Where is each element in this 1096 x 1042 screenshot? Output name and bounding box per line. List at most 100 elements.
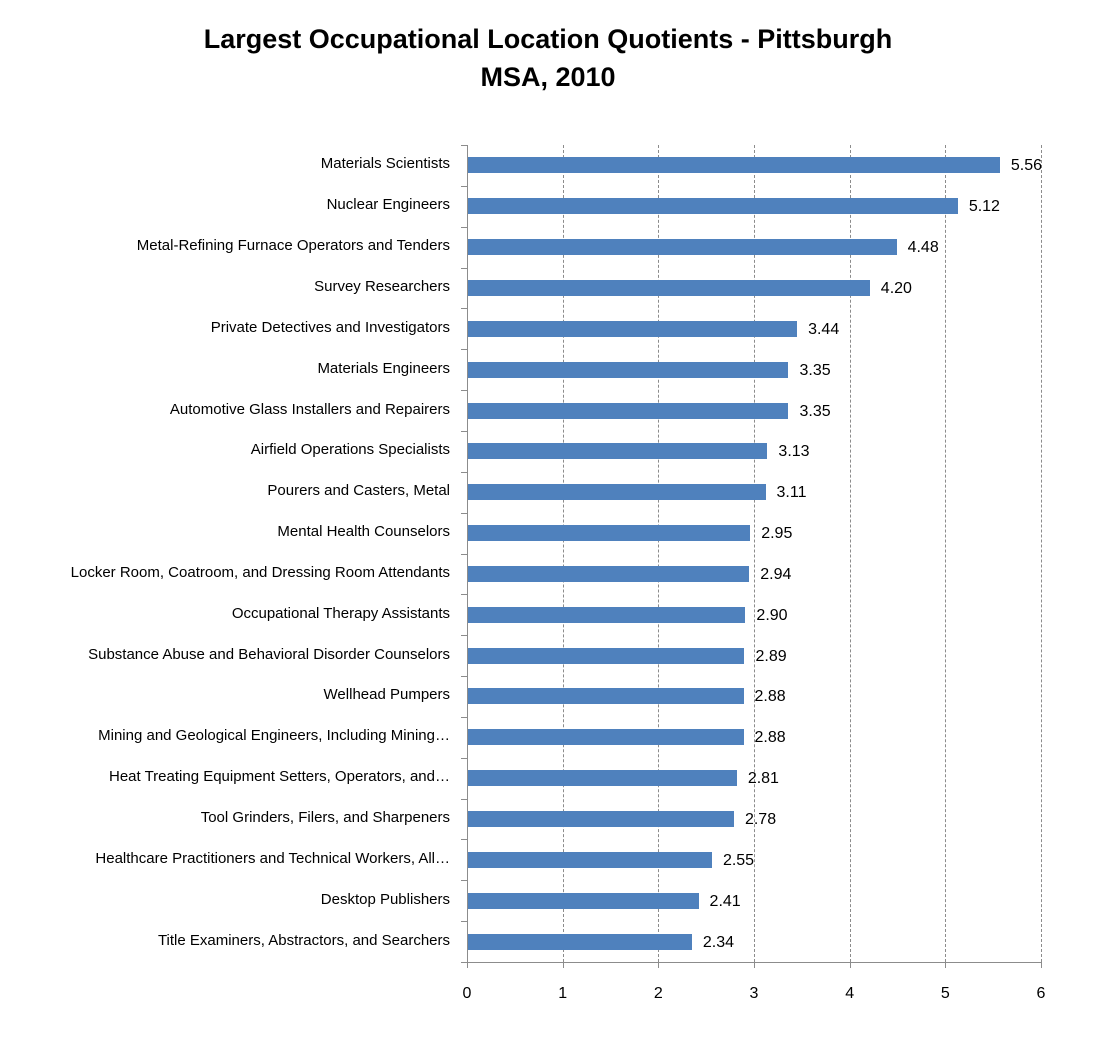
bar-value-label: 5.56 <box>1010 157 1043 175</box>
y-axis-tick <box>461 594 467 596</box>
bar <box>468 402 789 419</box>
x-axis-tick <box>658 962 660 968</box>
gridline <box>658 145 660 962</box>
category-label: Occupational Therapy Assistants <box>231 604 450 622</box>
category-label: Metal-Refining Furnace Operators and Ten… <box>136 237 450 255</box>
bar-value-label: 2.34 <box>702 933 734 951</box>
category-label: Wellhead Pumpers <box>323 686 450 704</box>
bar-value-label: 4.20 <box>880 279 912 297</box>
bar-value-label: 2.88 <box>754 729 786 747</box>
category-label: Tool Grinders, Filers, and Sharpeners <box>200 809 450 827</box>
bar <box>468 484 766 501</box>
y-axis-tick <box>461 553 467 555</box>
category-label: Desktop Publishers <box>320 890 450 908</box>
bar <box>468 320 798 337</box>
x-tick-label: 0 <box>462 985 472 1002</box>
category-label: Title Examiners, Abstractors, and Search… <box>157 931 450 949</box>
category-label: Nuclear Engineers <box>326 196 450 214</box>
bar <box>468 688 744 705</box>
bar-value-label: 3.11 <box>776 484 807 502</box>
bar-value-label: 2.88 <box>754 688 786 706</box>
y-axis-tick <box>461 635 467 637</box>
plot-area: 5.56 5.12 4.48 4.20 3.44 3.35 3.35 3.13 3.11 2.95… <box>461 145 1043 968</box>
x-tick-label: 1 <box>558 985 568 1002</box>
category-label: Private Detectives and Investigators <box>210 318 450 336</box>
x-tick-label: 6 <box>1036 985 1046 1002</box>
bar <box>468 770 737 787</box>
bar <box>468 606 746 623</box>
gridline <box>754 145 755 962</box>
chart-title: Largest Occupational Location Quotients … <box>0 20 1096 96</box>
gridline <box>849 145 851 962</box>
bar <box>468 157 1000 174</box>
bar <box>468 525 751 542</box>
y-axis-tick <box>461 226 467 228</box>
bar <box>468 647 745 664</box>
chart-title-line-1: Largest Occupational Location Quotients … <box>203 24 893 54</box>
gridline <box>945 145 947 962</box>
bar <box>468 198 958 215</box>
gridline <box>562 145 564 962</box>
y-axis-tick <box>461 145 467 146</box>
y-axis-tick <box>461 757 467 759</box>
bar <box>468 851 712 868</box>
y-axis-tick <box>461 185 467 187</box>
bar <box>468 361 789 378</box>
category-label: Survey Researchers <box>314 277 450 295</box>
bar-value-label: 2.81 <box>747 770 779 788</box>
bar <box>468 443 768 460</box>
bar <box>468 279 870 296</box>
y-axis-tick <box>461 471 467 473</box>
category-label: Materials Scientists <box>320 155 450 173</box>
y-axis-tick <box>461 798 467 800</box>
y-axis-tick <box>461 430 467 432</box>
bar-value-label: 3.35 <box>799 402 831 420</box>
y-axis-tick <box>461 308 467 310</box>
x-axis-tick <box>467 962 468 968</box>
x-axis-tick <box>945 962 947 968</box>
bar-value-label: 2.55 <box>722 851 755 869</box>
category-label: Heat Treating Equipment Setters, Operato… <box>108 768 450 786</box>
y-axis-tick <box>461 349 467 351</box>
bar-value-label: 2.41 <box>709 892 741 910</box>
category-label: Mental Health Counselors <box>277 523 450 541</box>
y-axis-tick <box>461 839 467 841</box>
y-axis-tick <box>461 390 467 392</box>
bar-value-label: 4.48 <box>907 239 939 257</box>
category-label: Mining and Geological Engineers, Includi… <box>98 727 450 745</box>
bar-value-label: 2.94 <box>760 565 792 583</box>
x-tick-label: 5 <box>940 985 950 1002</box>
x-axis-tick <box>1041 962 1042 968</box>
bar <box>468 933 692 950</box>
bar-value-label: 2.78 <box>744 811 777 829</box>
y-axis-tick <box>461 512 467 514</box>
bar-value-label: 3.44 <box>808 320 840 338</box>
bar-value-label: 2.90 <box>756 606 788 624</box>
category-label: Materials Engineers <box>317 359 450 377</box>
category-label: Locker Room, Coatroom, and Dressing Room… <box>70 563 450 581</box>
x-tick-label: 4 <box>845 985 855 1002</box>
category-label: Automotive Glass Installers and Repairer… <box>169 400 450 418</box>
x-axis-tick <box>849 962 851 968</box>
category-label: Airfield Operations Specialists <box>250 441 450 459</box>
y-axis-tick <box>461 676 467 678</box>
category-label: Healthcare Practitioners and Technical W… <box>95 849 450 867</box>
chart-title-line-2: MSA, 2010 <box>480 62 616 92</box>
category-label: Pourers and Casters, Metal <box>267 482 450 500</box>
x-tick-label: 3 <box>749 985 759 1002</box>
bar <box>468 565 750 582</box>
bar <box>468 729 744 746</box>
x-axis-tick <box>562 962 564 968</box>
y-axis-tick <box>461 267 467 269</box>
bar-value-label: 5.12 <box>968 198 1000 216</box>
y-axis-tick <box>461 880 467 882</box>
bar-value-label: 3.35 <box>799 361 831 379</box>
gridline <box>1041 145 1042 962</box>
y-axis-tick <box>461 921 467 923</box>
bar-value-label: 2.95 <box>761 525 793 543</box>
bar-value-label: 2.89 <box>755 647 787 665</box>
bar-value-label: 3.13 <box>778 443 810 461</box>
x-axis-tick <box>754 962 755 968</box>
y-axis-tick <box>461 962 467 963</box>
y-axis-line <box>467 145 468 962</box>
